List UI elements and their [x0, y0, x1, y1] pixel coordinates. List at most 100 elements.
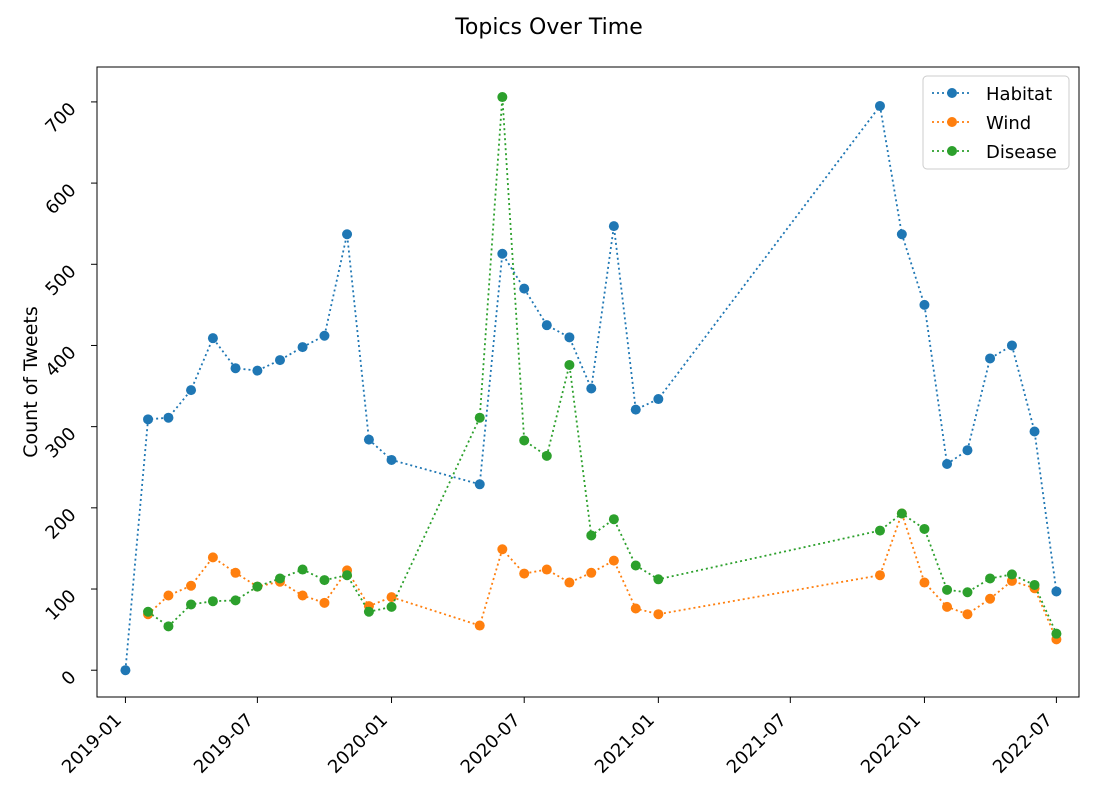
data-point-habitat — [919, 299, 930, 310]
data-point-disease — [608, 514, 619, 525]
data-point-wind — [919, 577, 930, 588]
legend-marker-habitat — [947, 88, 957, 98]
data-point-habitat — [207, 333, 218, 344]
data-point-wind — [962, 609, 973, 620]
data-point-disease — [653, 574, 664, 585]
y-axis-label: Count of Tweets — [20, 306, 42, 458]
legend: Habitat Wind Disease — [922, 75, 1070, 170]
x-tick-label: 2021-07 — [723, 710, 791, 778]
y-tick-label: 700 — [41, 99, 80, 138]
data-point-disease — [342, 570, 353, 581]
data-point-wind — [230, 567, 241, 578]
legend-label-wind: Wind — [986, 113, 1031, 134]
data-point-disease — [274, 573, 285, 584]
data-point-disease — [564, 359, 575, 370]
series-line-wind — [147, 510, 1058, 640]
data-point-wind — [608, 555, 619, 566]
data-point-wind — [519, 568, 530, 579]
data-point-wind — [186, 580, 197, 591]
data-point-habitat — [962, 445, 973, 456]
y-tick-label: 600 — [41, 180, 80, 219]
x-tick-label: 2019-01 — [58, 710, 126, 778]
data-point-habitat — [896, 229, 907, 240]
data-point-habitat — [319, 330, 330, 341]
data-point-disease — [962, 587, 973, 598]
data-point-disease — [630, 560, 641, 571]
data-point-habitat — [297, 342, 308, 353]
y-tick-label: 100 — [41, 586, 80, 625]
legend-label-habitat: Habitat — [986, 84, 1052, 105]
data-point-disease — [497, 92, 508, 103]
data-point-wind — [985, 593, 996, 604]
y-axis-ticks: 0 100 200 300 400 500 600 700 — [41, 99, 97, 690]
data-point-habitat — [342, 229, 353, 240]
data-point-habitat — [985, 353, 996, 364]
data-point-disease — [519, 435, 530, 446]
legend-box — [922, 75, 1070, 170]
data-point-disease — [919, 523, 930, 534]
data-point-habitat — [163, 412, 174, 423]
series-line-disease — [147, 96, 1058, 635]
data-point-habitat — [230, 363, 241, 374]
data-point-habitat — [564, 332, 575, 343]
data-point-habitat — [874, 100, 885, 111]
legend-marker-disease — [947, 146, 957, 156]
data-point-wind — [564, 577, 575, 588]
x-tick-label: 2020-01 — [324, 710, 392, 778]
data-point-wind — [297, 590, 308, 601]
data-point-habitat — [541, 320, 552, 331]
data-point-habitat — [186, 385, 197, 396]
y-tick-label: 300 — [41, 423, 80, 462]
x-tick-label: 2020-07 — [457, 710, 525, 778]
legend-label-disease: Disease — [986, 142, 1057, 163]
data-point-disease — [474, 412, 485, 423]
data-point-disease — [143, 606, 154, 617]
data-point-disease — [207, 596, 218, 607]
data-point-wind — [474, 620, 485, 631]
data-point-disease — [363, 606, 374, 617]
data-point-wind — [163, 590, 174, 601]
data-point-disease — [186, 599, 197, 610]
data-point-disease — [985, 573, 996, 584]
data-point-disease — [942, 584, 953, 595]
data-point-habitat — [252, 365, 263, 376]
series-layer — [120, 92, 1062, 676]
data-point-disease — [252, 581, 263, 592]
data-point-wind — [653, 609, 664, 620]
data-point-habitat — [586, 383, 597, 394]
x-tick-label: 2021-01 — [591, 710, 659, 778]
y-tick-label: 200 — [41, 505, 80, 544]
data-point-disease — [1029, 579, 1040, 590]
data-point-wind — [319, 597, 330, 608]
data-point-disease — [297, 564, 308, 575]
data-point-disease — [586, 530, 597, 541]
data-point-wind — [541, 564, 552, 575]
data-point-habitat — [474, 479, 485, 490]
data-point-wind — [630, 603, 641, 614]
data-point-disease — [1006, 569, 1017, 580]
data-point-habitat — [1029, 426, 1040, 437]
x-axis-ticks: 2019-01 2019-07 2020-01 2020-07 2021-01 2021-… — [58, 697, 1057, 778]
data-point-disease — [896, 508, 907, 519]
data-point-disease — [1051, 628, 1062, 639]
legend-marker-wind — [947, 117, 957, 127]
data-point-habitat — [143, 414, 154, 425]
data-point-wind — [497, 544, 508, 555]
data-point-habitat — [386, 454, 397, 465]
data-point-habitat — [1051, 586, 1062, 597]
data-point-disease — [386, 601, 397, 612]
x-tick-label: 2022-01 — [857, 710, 925, 778]
data-point-habitat — [1006, 340, 1017, 351]
x-tick-label: 2019-07 — [190, 710, 258, 778]
data-point-disease — [541, 450, 552, 461]
data-point-habitat — [274, 355, 285, 366]
data-point-habitat — [519, 283, 530, 294]
data-point-habitat — [653, 394, 664, 405]
data-point-wind — [874, 570, 885, 581]
data-point-disease — [319, 575, 330, 586]
data-point-habitat — [608, 221, 619, 232]
data-point-wind — [207, 552, 218, 563]
data-point-habitat — [363, 434, 374, 445]
chart-title: Topics Over Time — [454, 15, 643, 40]
